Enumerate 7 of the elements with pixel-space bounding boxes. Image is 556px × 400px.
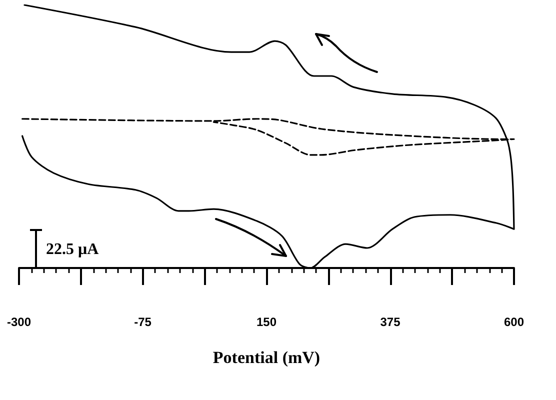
- x-tick-label: 150: [256, 315, 277, 329]
- x-tick-label: 600: [504, 315, 524, 329]
- x-tick-label: -300: [6, 315, 32, 329]
- annotation: 22.5 μA: [46, 241, 100, 258]
- x-axis-title: Potential (mV): [212, 348, 320, 367]
- x-tick-label: 375: [380, 315, 401, 329]
- x-tick-label: -75: [134, 315, 152, 329]
